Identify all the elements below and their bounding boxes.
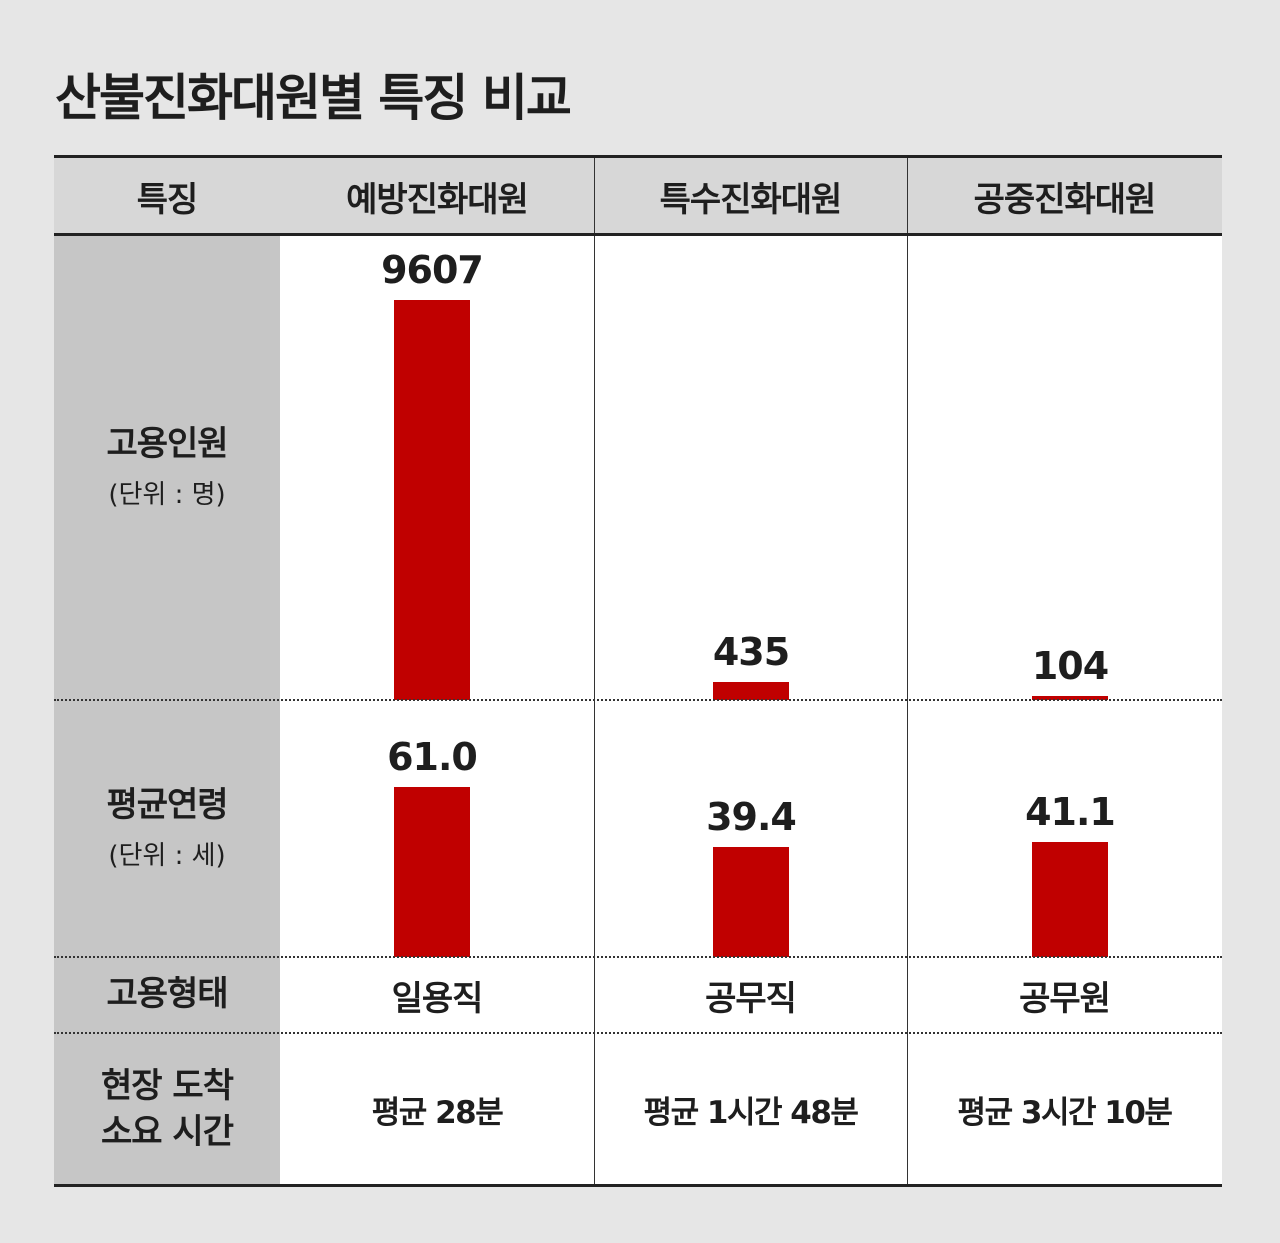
row-label-age: 평균연령 (단위 : 세) <box>54 700 280 957</box>
bar-label-age-1: 61.0 <box>387 735 478 779</box>
comparison-table: 특징 예방진화대원 특수진화대원 공중진화대원 고용인원 (단위 : 명) 평균… <box>54 155 1222 1187</box>
row-label-employees: 고용인원 (단위 : 명) <box>54 235 280 700</box>
employment-aerial: 공무원 <box>1019 978 1111 1019</box>
row-label-employees-unit: (단위 : 명) <box>108 479 226 510</box>
arrival-special: 평균 1시간 48분 <box>643 1095 859 1131</box>
table-bottom-rule <box>54 1184 1222 1187</box>
row-label-arrival-line2: 소요 시간 <box>101 1111 234 1152</box>
bar-label-age-2: 39.4 <box>706 795 797 840</box>
header-col-special: 특수진화대원 <box>659 179 843 220</box>
row-label-employees-text: 고용인원 <box>106 424 228 464</box>
row-label-age-text: 평균연령 <box>106 785 228 825</box>
header-col-aerial: 공중진화대원 <box>973 179 1157 220</box>
arrival-prevention: 평균 28분 <box>371 1095 504 1131</box>
bar-label-age-3: 41.1 <box>1025 790 1116 835</box>
column-divider <box>907 157 908 1186</box>
row-divider <box>54 699 1222 701</box>
column-divider <box>594 157 595 1186</box>
arrival-aerial: 평균 3시간 10분 <box>957 1095 1173 1131</box>
table-top-rule <box>54 155 1222 158</box>
header-background <box>54 157 1222 235</box>
bar-employees-2 <box>713 681 789 700</box>
header-col-prevention: 예방진화대원 <box>346 179 529 220</box>
row-label-employment: 고용형태 <box>106 974 228 1015</box>
row-label-arrival: 현장 도착 소요 시간 <box>54 1033 280 1186</box>
bar-label-employees-2: 435 <box>712 629 790 674</box>
row-label-arrival-line1: 현장 도착 <box>101 1065 234 1106</box>
bar-age-2 <box>713 847 789 957</box>
bar-age-3 <box>1032 842 1108 957</box>
bar-employees-1 <box>394 300 470 700</box>
bar-label-employees-1: 9607 <box>381 248 484 292</box>
bar-employees-3 <box>1032 695 1108 700</box>
employment-special: 공무직 <box>705 978 797 1019</box>
bar-label-employees-3: 104 <box>1031 643 1109 688</box>
row-divider <box>54 1032 1222 1034</box>
row-label-age-unit: (단위 : 세) <box>108 840 226 871</box>
label-column-background <box>54 157 280 1186</box>
page-title: 산불진화대원별 특징 비교 <box>55 69 572 127</box>
employment-prevention: 일용직 <box>391 978 484 1019</box>
header-bottom-rule <box>54 233 1222 236</box>
header-feature: 특징 <box>136 179 199 220</box>
bar-age-1 <box>394 787 470 957</box>
row-divider <box>54 956 1222 958</box>
